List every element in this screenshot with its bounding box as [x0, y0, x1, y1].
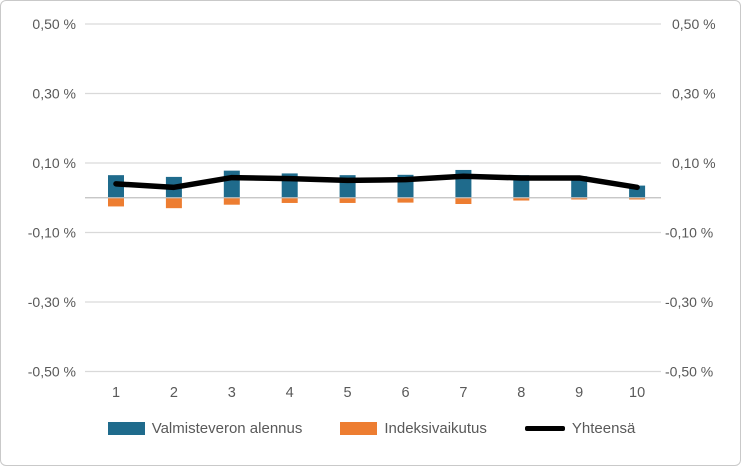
- y-axis-tick-label-right: 0,30 %: [672, 86, 716, 102]
- bar-indeksivaikutus: [571, 197, 588, 200]
- y-axis-tick-label-left: -0,30 %: [28, 294, 76, 310]
- x-axis-tick-label: 6: [401, 385, 409, 401]
- x-axis-tick-label: 3: [228, 385, 236, 401]
- chart-legend: Valmisteveron alennus Indeksivaikutus Yh…: [0, 420, 743, 437]
- bar-indeksivaikutus: [455, 197, 472, 205]
- yhteensa-line-swatch-icon: [524, 426, 565, 431]
- legend-label: Yhteensä: [571, 420, 636, 437]
- y-axis-tick-label-left: -0,10 %: [28, 225, 76, 241]
- bar-indeksivaikutus: [629, 197, 646, 200]
- y-axis-tick-label-right: 0,50 %: [672, 16, 716, 32]
- bar-valmisteveron-alennus: [513, 175, 530, 198]
- bar-indeksivaikutus: [108, 197, 124, 207]
- bar-indeksivaikutus: [223, 197, 240, 205]
- legend-item-yhteensa: Yhteensä: [524, 420, 636, 437]
- bar-valmisteveron-alennus: [223, 170, 240, 198]
- x-axis-tick-label: 8: [517, 385, 525, 401]
- x-axis-tick-label: 7: [459, 385, 467, 401]
- legend-label: Valmisteveron alennus: [151, 420, 303, 437]
- legend-item-indeksivaikutus: Indeksivaikutus: [340, 420, 487, 437]
- x-axis-tick-label: 9: [575, 385, 583, 401]
- bar-indeksivaikutus: [339, 197, 356, 203]
- bar-indeksivaikutus: [397, 197, 414, 203]
- x-axis-tick-label: 4: [286, 385, 294, 401]
- valmisteveron-alennus-swatch-icon: [107, 422, 145, 435]
- x-axis-tick-label: 10: [629, 385, 645, 401]
- y-axis-tick-label-right: -0,50 %: [665, 364, 713, 380]
- y-axis-tick-label-left: 0,50 %: [32, 16, 76, 32]
- x-axis-tick-label: 5: [344, 385, 352, 401]
- legend-label: Indeksivaikutus: [384, 420, 487, 437]
- bar-indeksivaikutus: [281, 197, 298, 203]
- y-axis-tick-label-right: -0,30 %: [665, 294, 713, 310]
- y-axis-tick-label-left: 0,30 %: [32, 86, 76, 102]
- total-line: [113, 173, 640, 191]
- y-axis-tick-label-right: -0,10 %: [665, 225, 713, 241]
- legend-item-valmisteveron-alennus: Valmisteveron alennus: [107, 420, 303, 437]
- bar-indeksivaikutus: [165, 197, 182, 209]
- y-axis-tick-label-left: 0,10 %: [32, 155, 76, 171]
- y-axis-tick-label-right: 0,10 %: [672, 155, 716, 171]
- indeksivaikutus-swatch-icon: [340, 422, 378, 435]
- x-axis-tick-label: 2: [170, 385, 178, 401]
- x-axis-tick-label: 1: [112, 385, 120, 401]
- bar-indeksivaikutus: [513, 197, 530, 201]
- y-axis-tick-label-left: -0,50 %: [28, 364, 76, 380]
- bar-valmisteveron-alennus: [571, 176, 588, 198]
